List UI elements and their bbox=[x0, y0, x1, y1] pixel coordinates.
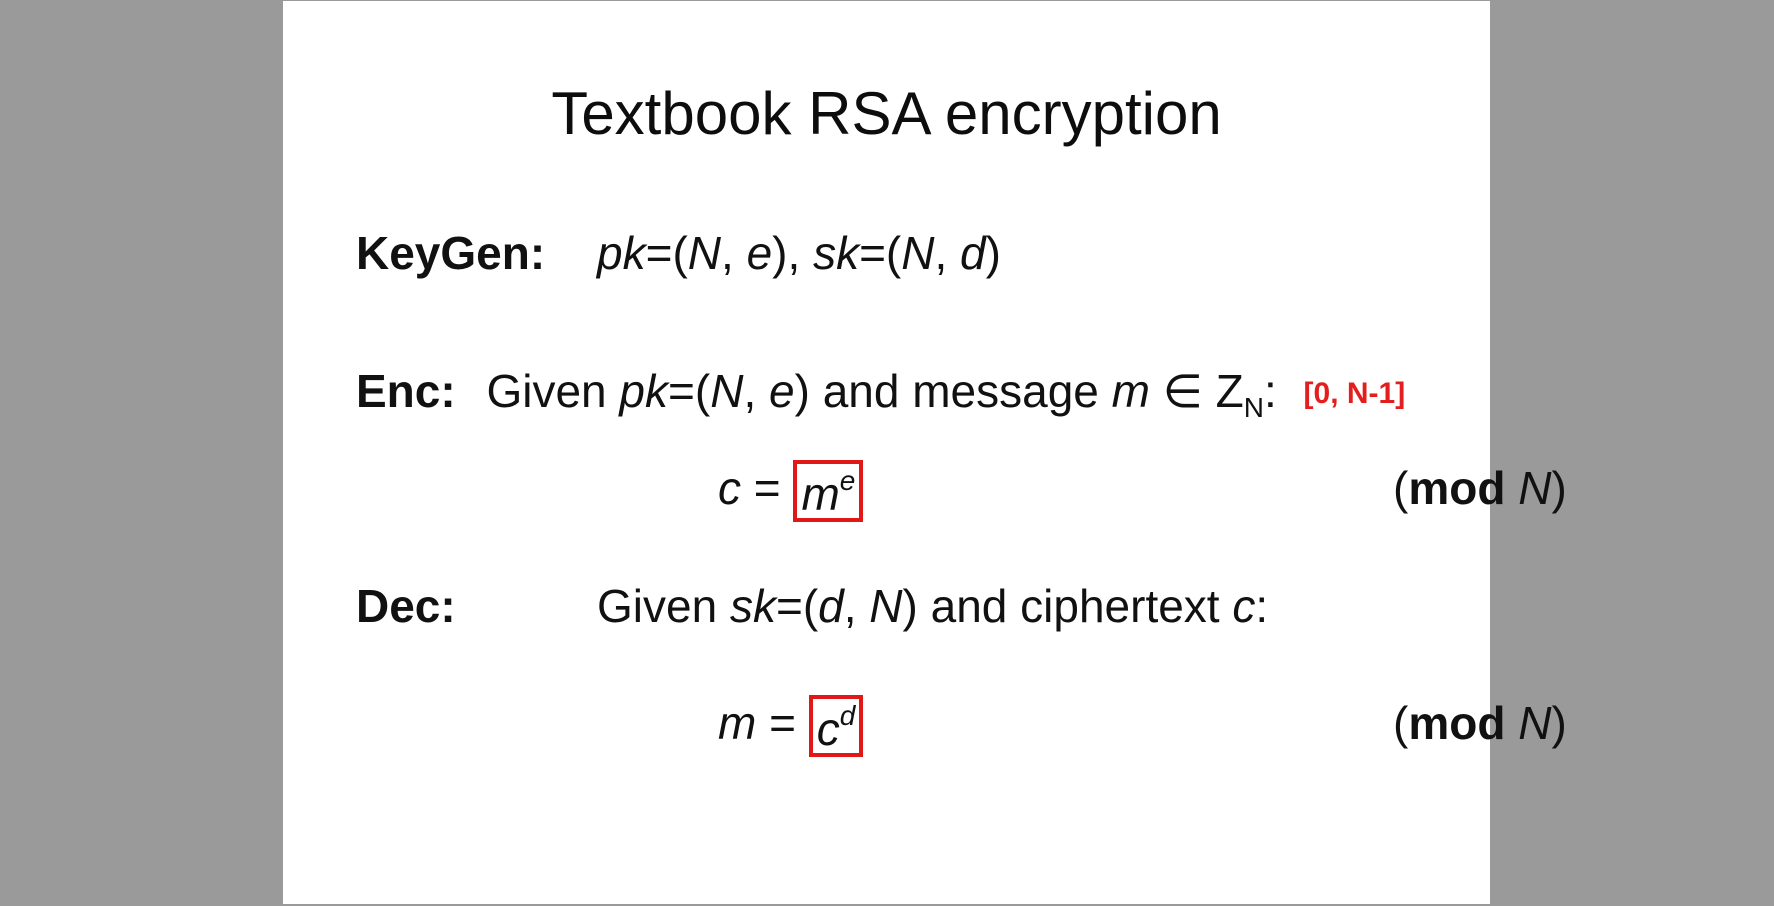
enc-mod-expression: (mod N) bbox=[1393, 462, 1567, 514]
dec-label: Dec: bbox=[356, 580, 456, 632]
slide: Textbook RSA encryption KeyGen: pk=(N, e… bbox=[283, 1, 1567, 904]
slide-title: Textbook RSA encryption bbox=[551, 80, 1222, 147]
dec-formula: m = cd (mod N) bbox=[718, 693, 1567, 757]
keygen-row: KeyGen: pk=(N, e), sk=(N, d) bbox=[356, 223, 1001, 283]
dec-exponent-highlight-box: cd bbox=[808, 695, 864, 757]
enc-row: Enc: Given pk=(N, e) and message m ∈ ZN:… bbox=[356, 361, 1405, 424]
dec-description: Given sk=(d, N) and ciphertext c: bbox=[597, 580, 1269, 632]
enc-exponent-highlight-box: me bbox=[793, 460, 864, 522]
enc-formula: c = me (mod N) bbox=[718, 458, 1567, 522]
keygen-definition: pk=(N, e), sk=(N, d) bbox=[597, 227, 1001, 279]
enc-label: Enc: bbox=[356, 365, 456, 417]
enc-description: Given pk=(N, e) and message m ∈ ZN: bbox=[486, 365, 1277, 423]
dec-mod-expression: (mod N) bbox=[1393, 697, 1567, 749]
message-range-note: [0, N-1] bbox=[1303, 377, 1406, 410]
dec-row: Dec: Given sk=(d, N) and ciphertext c: bbox=[356, 576, 1268, 636]
keygen-label: KeyGen: bbox=[356, 227, 546, 279]
